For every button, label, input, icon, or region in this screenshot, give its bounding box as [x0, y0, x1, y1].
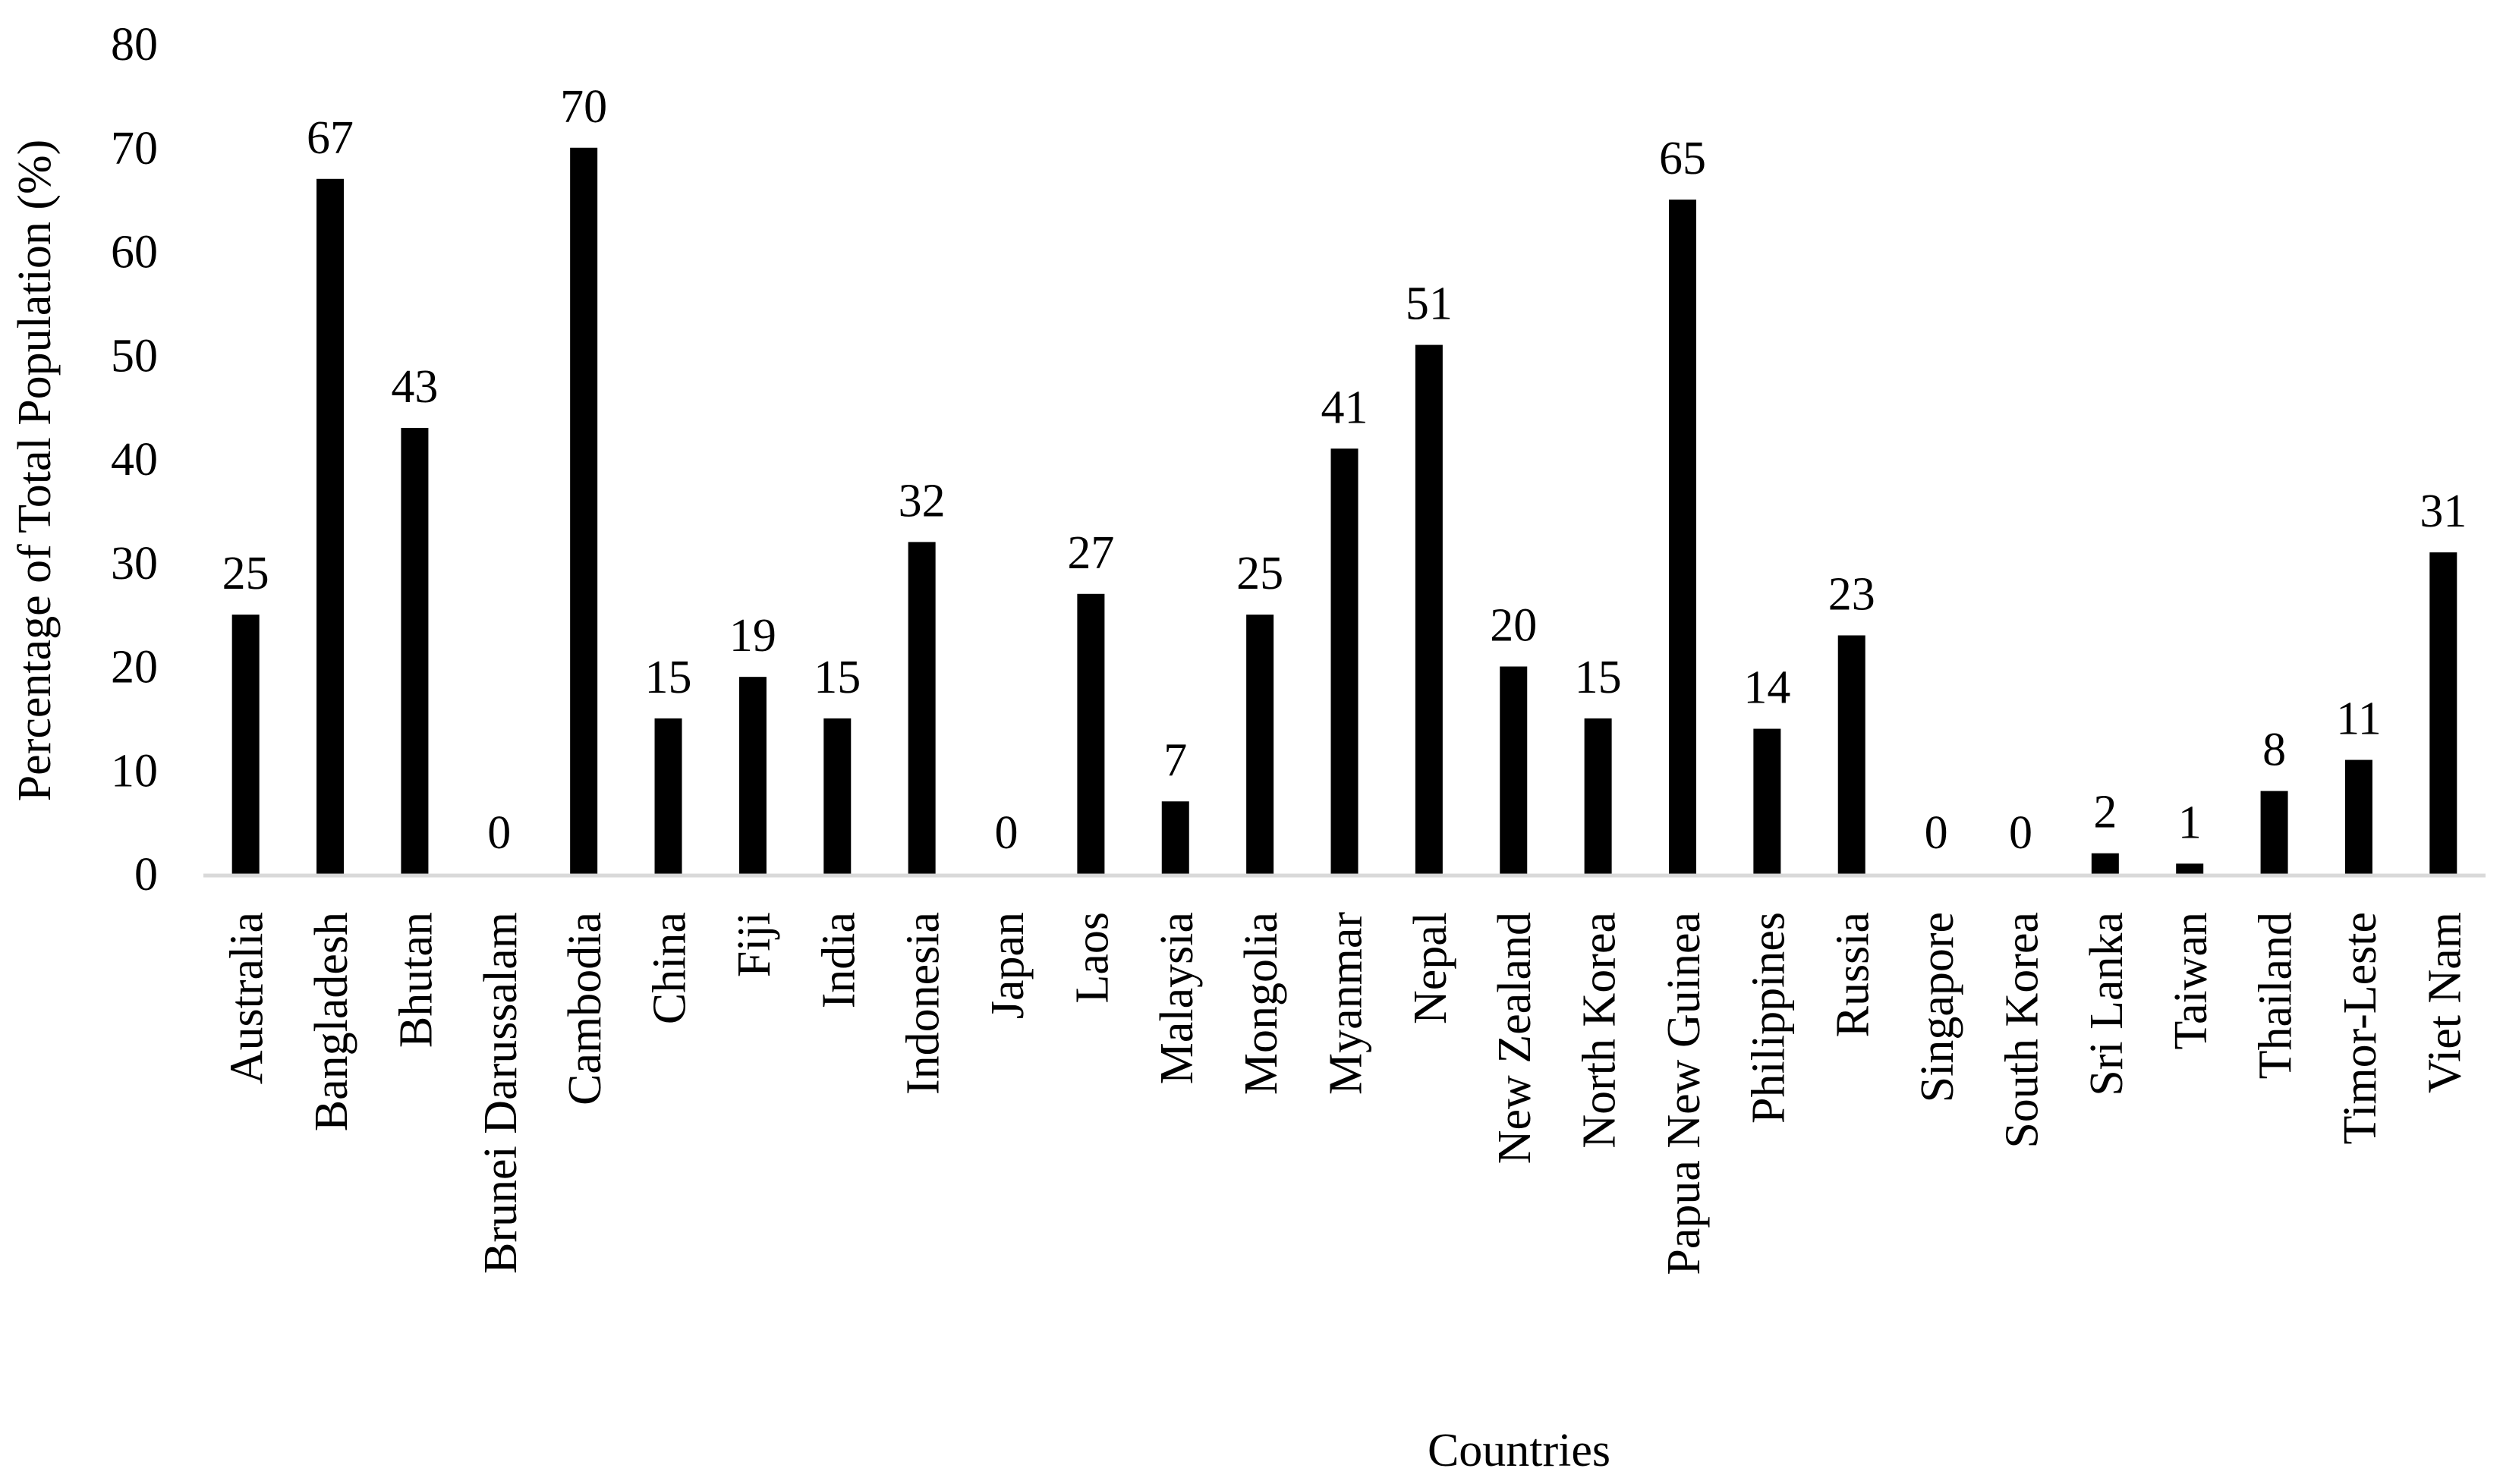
y-tick-label-40: 40	[111, 434, 158, 486]
x-tick-label-sri-lanka: Sri Lanka	[2081, 912, 2133, 1096]
y-axis-tick-labels: 0 10 20 30 40 50 60 70 80	[111, 19, 158, 901]
data-label-australia: 25	[222, 548, 269, 599]
bar-bangladesh	[316, 178, 345, 874]
data-label-japan: 0	[995, 807, 1019, 859]
bar-philippines	[1753, 728, 1781, 874]
data-label-malaysia: 7	[1163, 734, 1187, 786]
bar-nepal	[1415, 344, 1443, 874]
bar-viet-nam	[2429, 552, 2457, 874]
x-tick-label-laos: Laos	[1066, 912, 1118, 1004]
y-tick-label-0: 0	[134, 849, 158, 901]
x-tick-label-viet-nam: Viet Nam	[2419, 912, 2470, 1093]
data-label-cambodia: 70	[560, 81, 607, 133]
x-tick-label-china: China	[644, 912, 696, 1024]
x-tick-label-singapore: Singapore	[1912, 912, 1963, 1102]
bar-australia	[231, 615, 260, 874]
data-label-philippines: 14	[1743, 662, 1790, 714]
x-axis-title: Countries	[1428, 1425, 1610, 1476]
data-label-laos: 27	[1067, 527, 1114, 579]
x-tick-label-south-korea: South Korea	[1996, 912, 2048, 1149]
x-tick-label-papua-new-guinea: Papua New Guinea	[1658, 912, 1710, 1275]
bar-sri-lanka	[2091, 853, 2119, 874]
data-label-mongolia: 25	[1236, 548, 1283, 599]
data-label-bhutan: 43	[391, 361, 438, 413]
x-tick-label-cambodia: Cambodia	[559, 912, 611, 1105]
bar-malaysia	[1161, 801, 1189, 874]
x-tick-label-russia: Russia	[1828, 912, 1879, 1037]
data-label-fiji: 19	[729, 610, 776, 662]
bar-new-zealand	[1500, 666, 1528, 874]
data-label-papua-new-guinea: 65	[1659, 133, 1706, 184]
y-tick-label-60: 60	[111, 227, 158, 278]
y-tick-label-10: 10	[111, 745, 158, 797]
x-tick-label-brunei-darussalam: Brunei Darussalam	[475, 912, 527, 1274]
bar-china	[654, 718, 682, 874]
x-tick-label-bhutan: Bhutan	[390, 912, 442, 1048]
data-label-china: 15	[645, 652, 692, 703]
data-label-nepal: 51	[1406, 278, 1453, 330]
x-tick-label-japan: Japan	[982, 912, 1034, 1019]
bar-cambodia	[570, 147, 598, 874]
x-tick-label-nepal: Nepal	[1405, 912, 1456, 1024]
bar-fiji	[738, 677, 767, 874]
data-label-sri-lanka: 2	[2093, 787, 2117, 838]
x-axis-tick-labels: Australia Bangladesh Bhutan Brunei Darussal…	[222, 912, 2471, 1275]
data-label-south-korea: 0	[2009, 807, 2032, 859]
bar-timor-leste	[2344, 759, 2372, 874]
y-axis-title: Percentage of Total Population (%)	[9, 140, 61, 802]
data-label-thailand: 8	[2262, 725, 2286, 776]
bars	[231, 147, 2457, 874]
x-tick-label-taiwan: Taiwan	[2165, 912, 2217, 1050]
x-tick-label-thailand: Thailand	[2250, 912, 2302, 1079]
data-label-bangladesh: 67	[307, 112, 354, 164]
data-label-timor-leste: 11	[2336, 693, 2382, 745]
x-tick-label-indonesia: Indonesia	[898, 912, 949, 1095]
x-tick-label-new-zealand: New Zealand	[1489, 912, 1541, 1164]
x-tick-label-mongolia: Mongolia	[1236, 912, 1287, 1095]
bar-myanmar	[1330, 448, 1359, 874]
data-label-viet-nam: 31	[2420, 486, 2467, 537]
data-label-brunei-darussalam: 0	[487, 807, 511, 859]
x-tick-label-malaysia: Malaysia	[1151, 912, 1203, 1084]
y-tick-label-30: 30	[111, 538, 158, 590]
data-label-india: 15	[814, 652, 861, 703]
y-tick-label-70: 70	[111, 123, 158, 174]
bar-india	[823, 718, 852, 874]
bar-russia	[1837, 635, 1865, 874]
x-tick-label-myanmar: Myanmar	[1321, 912, 1372, 1095]
y-tick-label-50: 50	[111, 330, 158, 382]
x-tick-label-philippines: Philippines	[1743, 912, 1794, 1124]
data-label-new-zealand: 20	[1490, 600, 1537, 652]
y-tick-label-20: 20	[111, 642, 158, 693]
data-label-indonesia: 32	[899, 475, 946, 527]
x-tick-label-north-korea: North Korea	[1574, 912, 1626, 1149]
x-tick-label-bangladesh: Bangladesh	[306, 912, 357, 1131]
data-label-singapore: 0	[1925, 807, 1948, 859]
x-tick-label-timor-leste: Timor-Leste	[2335, 912, 2386, 1144]
bar-taiwan	[2176, 863, 2204, 874]
bar-north-korea	[1584, 718, 1612, 874]
y-tick-label-80: 80	[111, 19, 158, 71]
data-label-myanmar: 41	[1321, 382, 1368, 433]
x-tick-label-australia: Australia	[222, 912, 273, 1084]
bar-indonesia	[908, 542, 936, 874]
data-label-russia: 23	[1828, 568, 1875, 620]
x-tick-label-fiji: Fiji	[729, 912, 780, 977]
bar-bhutan	[401, 427, 429, 874]
bar-laos	[1077, 593, 1105, 874]
bar-papua-new-guinea	[1668, 200, 1696, 874]
data-labels: 25 67 43 0 70 15 19 15 32 0 27 7 25 41 51 20 15 65 14 23 0 0 2…	[222, 81, 2467, 859]
bar-thailand	[2260, 791, 2288, 874]
data-label-north-korea: 15	[1575, 652, 1622, 703]
data-label-taiwan: 1	[2178, 797, 2202, 848]
bar-mongolia	[1246, 615, 1274, 874]
x-tick-label-india: India	[813, 912, 864, 1008]
